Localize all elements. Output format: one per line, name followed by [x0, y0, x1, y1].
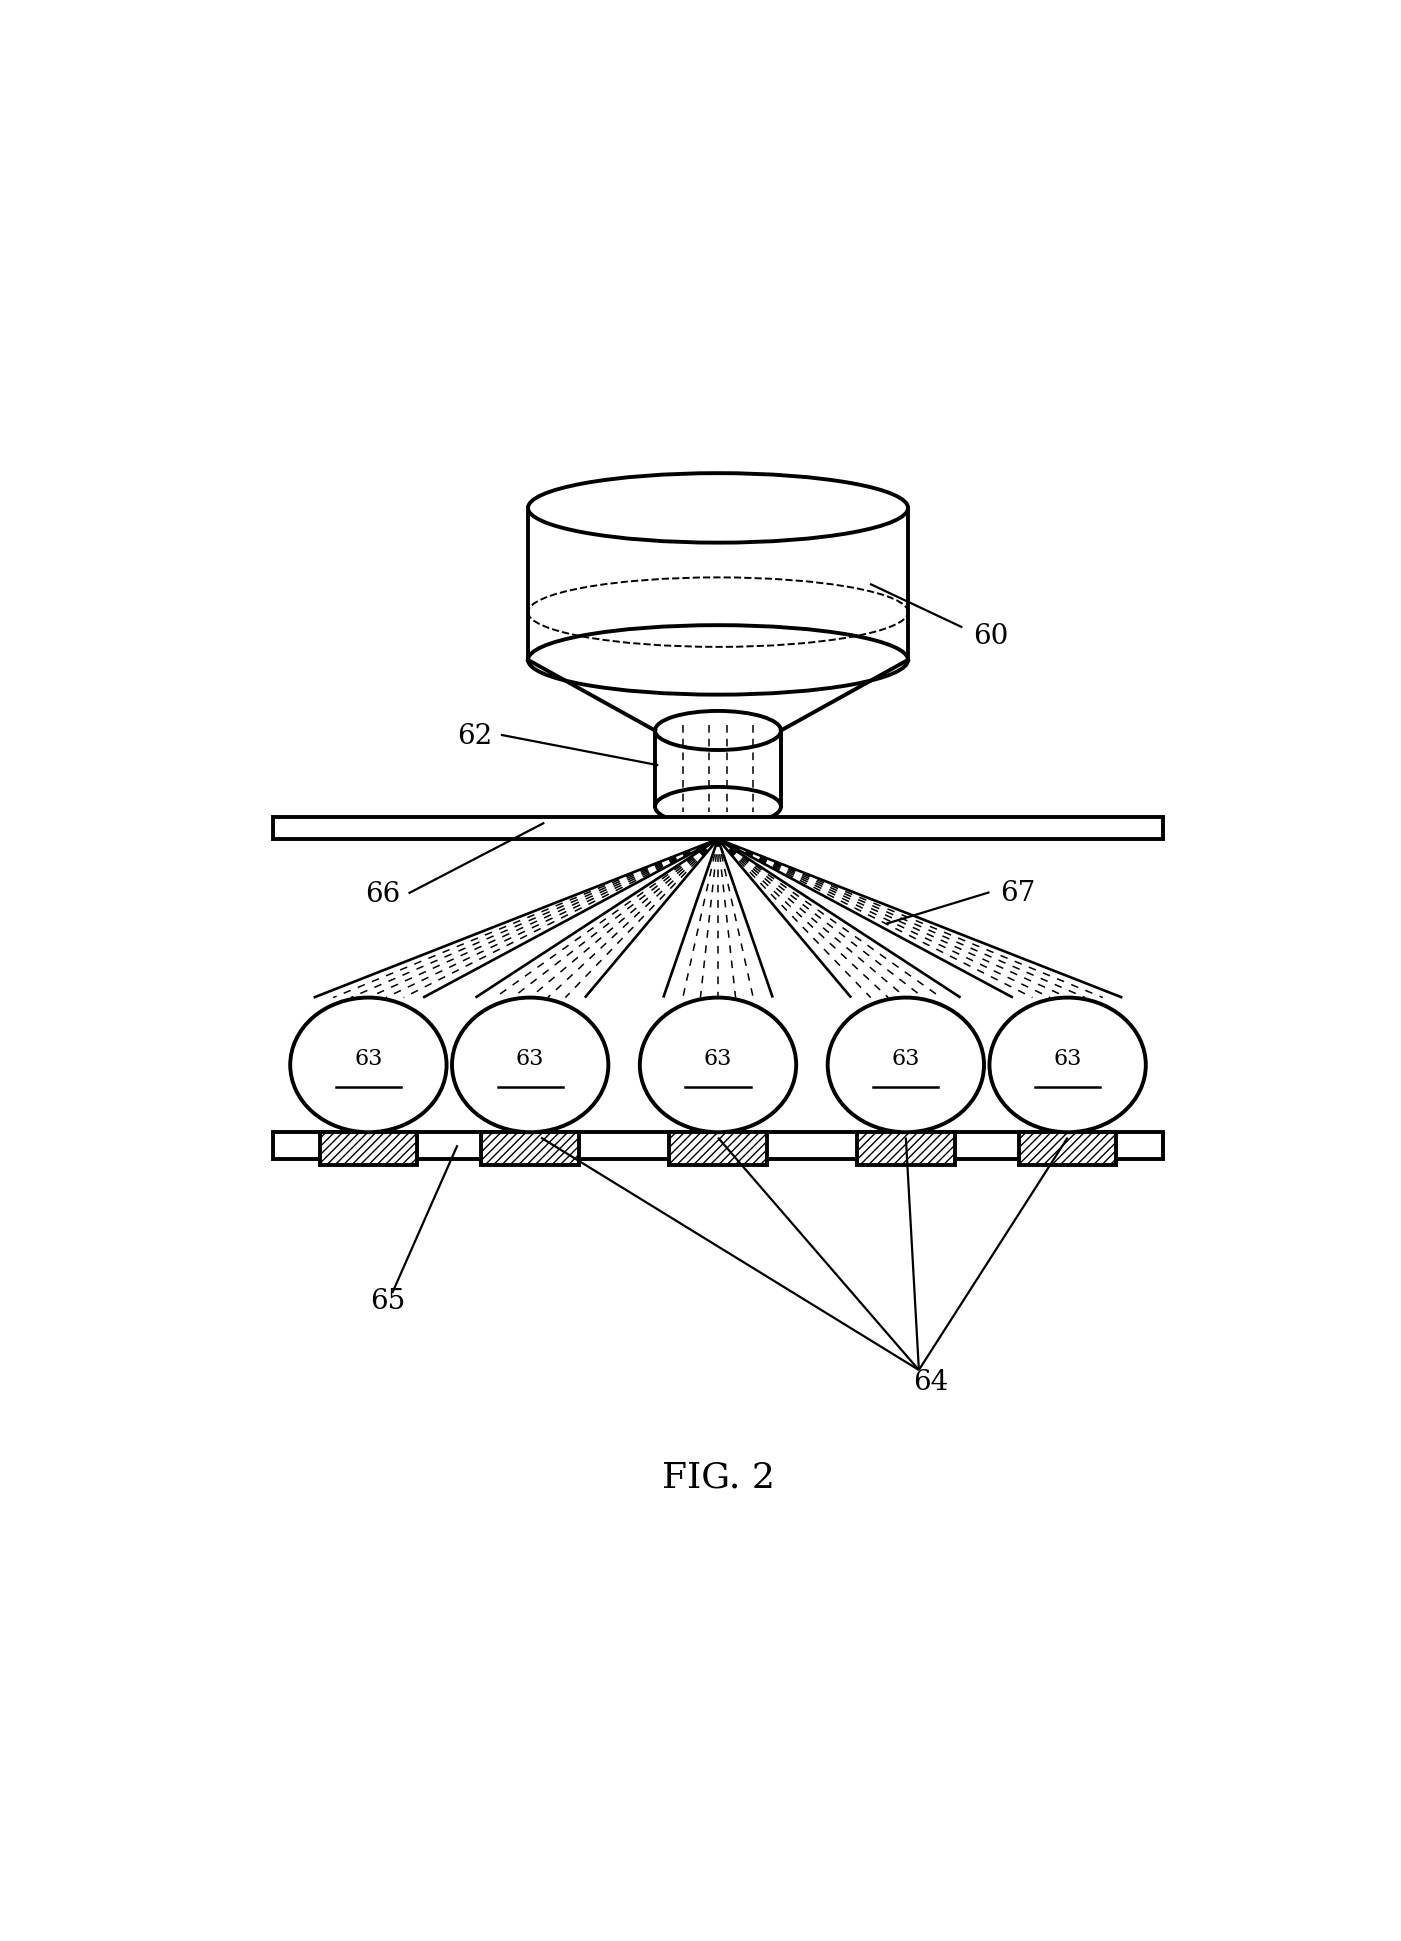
- Text: 60: 60: [974, 623, 1009, 650]
- Bar: [1019, 1132, 1117, 1165]
- Ellipse shape: [989, 998, 1146, 1132]
- Text: 65: 65: [370, 1289, 406, 1316]
- Text: 63: 63: [516, 1048, 545, 1071]
- Text: 63: 63: [703, 1048, 733, 1071]
- Ellipse shape: [640, 998, 796, 1132]
- Ellipse shape: [828, 998, 984, 1132]
- Bar: [319, 1132, 417, 1165]
- Text: 64: 64: [913, 1368, 948, 1396]
- Bar: [670, 1132, 766, 1165]
- Text: 67: 67: [1000, 879, 1035, 906]
- Bar: [273, 817, 1163, 839]
- Text: 66: 66: [366, 881, 401, 908]
- Text: 63: 63: [1054, 1048, 1082, 1071]
- Text: 63: 63: [354, 1048, 382, 1071]
- Ellipse shape: [453, 998, 608, 1132]
- Text: FIG. 2: FIG. 2: [661, 1460, 775, 1495]
- Bar: [482, 1132, 579, 1165]
- Ellipse shape: [290, 998, 447, 1132]
- Text: 63: 63: [891, 1048, 920, 1071]
- Bar: [273, 1132, 1163, 1159]
- Bar: [857, 1132, 954, 1165]
- Text: 62: 62: [457, 722, 493, 749]
